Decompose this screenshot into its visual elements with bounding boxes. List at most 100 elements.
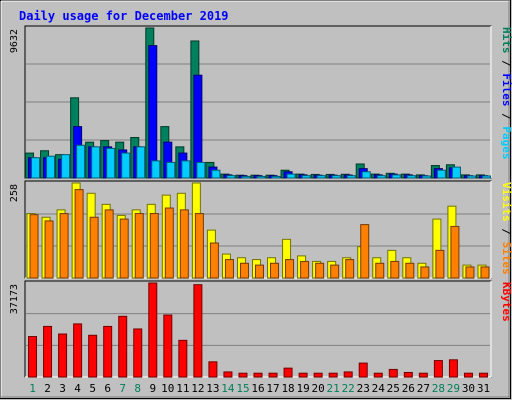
- bar-kbytes-day-11: [178, 339, 188, 378]
- bar-sites-day-3: [59, 213, 69, 279]
- day-label-13: 13: [206, 382, 219, 395]
- chart-title: Daily usage for December 2019: [19, 9, 229, 23]
- bar-sites-day-30: [465, 266, 475, 279]
- bar-kbytes-day-1: [28, 336, 38, 378]
- bar-kbytes-day-20: [313, 372, 323, 378]
- bar-sites-day-31: [480, 266, 490, 279]
- legend-part-hits: Hits: [500, 27, 512, 54]
- bar-sites-day-9: [149, 213, 159, 279]
- legend-part-pages: Pages: [500, 126, 512, 159]
- bar-sites-day-7: [119, 218, 129, 279]
- max-value-label: 9632: [9, 29, 20, 53]
- day-label-12: 12: [191, 382, 204, 395]
- bar-pages-day-3: [61, 154, 71, 179]
- bar-pages-day-7: [121, 152, 131, 179]
- bar-pages-day-30: [466, 175, 476, 179]
- day-label-9: 9: [149, 382, 156, 395]
- bar-sites-day-17: [270, 262, 280, 279]
- panel-2: 258 Visits / Sites: [9, 180, 512, 279]
- bar-sites-day-26: [405, 262, 415, 279]
- bar-pages-day-21: [331, 175, 341, 179]
- bar-sites-day-12: [194, 213, 204, 279]
- bar-kbytes-day-31: [478, 372, 488, 378]
- max-value-label: 258: [9, 184, 20, 202]
- bar-kbytes-day-14: [223, 371, 233, 378]
- day-label-2: 2: [44, 382, 51, 395]
- day-label-24: 24: [372, 382, 386, 395]
- bar-sites-day-5: [89, 216, 99, 279]
- bar-sites-day-6: [104, 209, 114, 279]
- plot-area: [24, 280, 492, 378]
- day-label-17: 17: [266, 382, 279, 395]
- bar-kbytes-day-4: [73, 323, 83, 378]
- bar-kbytes-day-16: [253, 372, 263, 378]
- bar-pages-day-25: [391, 174, 401, 179]
- bar-pages-day-4: [76, 144, 86, 179]
- day-label-25: 25: [387, 382, 400, 395]
- bar-pages-day-12: [196, 161, 206, 179]
- bar-sites-day-28: [435, 249, 445, 279]
- bar-kbytes-day-23: [358, 362, 368, 378]
- bar-sites-day-10: [164, 207, 174, 279]
- legend-part-files: Files: [500, 73, 512, 106]
- day-label-6: 6: [104, 382, 111, 395]
- series-legend-label: KBytes: [500, 282, 512, 322]
- bar-kbytes-day-9: [148, 282, 158, 378]
- bar-files-day-9: [148, 45, 158, 179]
- bar-pages-day-29: [451, 166, 461, 179]
- bar-sites-day-25: [390, 260, 400, 279]
- series-legend-label: Visits / Sites: [500, 182, 512, 275]
- bar-pages-day-20: [316, 175, 326, 179]
- day-label-29: 29: [447, 382, 460, 395]
- day-label-1: 1: [29, 382, 36, 395]
- bar-sites-day-23: [360, 224, 370, 279]
- bar-sites-day-27: [420, 266, 430, 279]
- max-value-label: 37173: [9, 284, 20, 314]
- bar-sites-day-8: [134, 213, 144, 279]
- bar-kbytes-day-27: [418, 372, 428, 378]
- bar-kbytes-day-8: [133, 328, 143, 378]
- bar-kbytes-day-18: [283, 367, 293, 378]
- bar-kbytes-day-24: [373, 372, 383, 378]
- bar-kbytes-day-25: [388, 368, 398, 378]
- day-label-21: 21: [327, 382, 340, 395]
- bar-pages-day-23: [361, 171, 371, 179]
- bar-sites-day-14: [224, 259, 234, 279]
- bar-kbytes-day-26: [403, 371, 413, 378]
- day-label-16: 16: [251, 382, 264, 395]
- day-label-27: 27: [417, 382, 430, 395]
- bar-pages-day-9: [151, 160, 161, 179]
- day-label-19: 19: [296, 382, 309, 395]
- bar-sites-day-16: [255, 264, 264, 279]
- bar-sites-day-19: [300, 260, 310, 279]
- bar-pages-day-1: [31, 157, 41, 179]
- bar-kbytes-day-5: [88, 334, 98, 378]
- legend-separator: /: [500, 222, 512, 242]
- day-label-4: 4: [74, 382, 81, 395]
- day-label-28: 28: [432, 382, 445, 395]
- day-label-31: 31: [477, 382, 490, 395]
- bar-pages-day-19: [301, 175, 311, 179]
- day-label-5: 5: [89, 382, 96, 395]
- day-label-26: 26: [402, 382, 415, 395]
- bar-sites-day-22: [345, 259, 355, 279]
- bar-sites-day-29: [450, 225, 460, 279]
- bar-pages-day-17: [271, 175, 281, 179]
- bar-sites-day-21: [330, 264, 340, 279]
- bar-kbytes-day-22: [343, 371, 353, 378]
- legend-separator: /: [500, 54, 512, 74]
- bar-pages-day-24: [376, 175, 386, 179]
- bar-kbytes-day-12: [193, 284, 203, 378]
- bar-pages-day-16: [256, 175, 266, 179]
- day-label-18: 18: [281, 382, 294, 395]
- bar-kbytes-day-19: [298, 372, 308, 378]
- bar-pages-day-2: [46, 155, 56, 179]
- bar-kbytes-day-13: [208, 361, 218, 378]
- bar-pages-day-26: [406, 175, 416, 179]
- bar-sites-day-2: [44, 220, 54, 279]
- bar-kbytes-day-3: [58, 333, 68, 378]
- series-legend-label: Hits / Files / Pages: [500, 27, 512, 160]
- bar-pages-day-13: [211, 169, 221, 179]
- bar-sites-day-24: [375, 262, 385, 279]
